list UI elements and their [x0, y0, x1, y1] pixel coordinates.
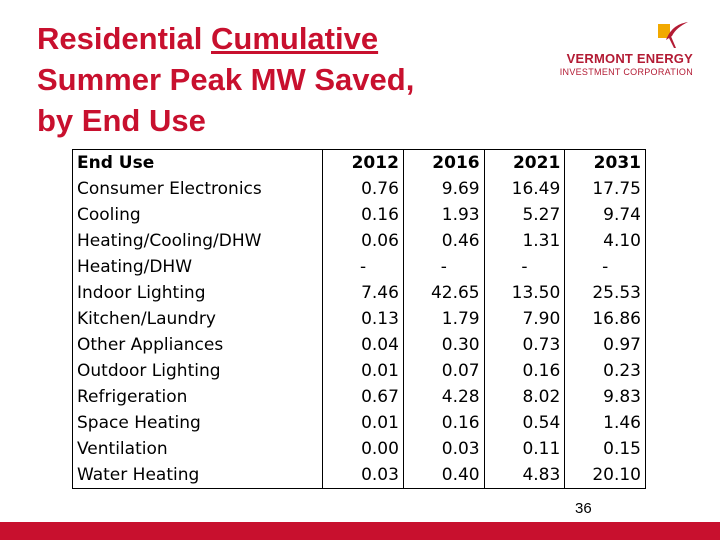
value-cell: 4.83: [483, 462, 566, 489]
value-cell: 16.86: [564, 306, 646, 332]
end-use-cell: Space Heating: [71, 410, 324, 436]
value-cell: 0.04: [322, 332, 404, 358]
value-cell: 17.75: [564, 176, 646, 202]
table-header-row: End Use 2012 2016 2021 2031: [71, 149, 646, 176]
value-cell: 0.97: [564, 332, 646, 358]
title-line-1: Residential Cumulative: [37, 18, 507, 59]
value-cell: 20.10: [564, 462, 646, 489]
table-row: Space Heating 0.01 0.16 0.54 1.46: [71, 410, 646, 436]
header-2016: 2016: [402, 149, 485, 176]
value-cell: 0.00: [322, 436, 404, 462]
end-use-cell: Consumer Electronics: [71, 176, 324, 202]
value-cell: 0.03: [402, 436, 485, 462]
title-line-1-text: Residential: [37, 21, 211, 56]
value-cell: 0.73: [483, 332, 566, 358]
end-use-cell: Indoor Lighting: [71, 280, 324, 306]
value-cell: 8.02: [483, 384, 566, 410]
end-use-cell: Ventilation: [71, 436, 324, 462]
end-use-table: End Use 2012 2016 2021 2031 Consumer Ele…: [71, 149, 646, 489]
value-cell: 9.83: [564, 384, 646, 410]
sun-logo-icon: [658, 22, 688, 48]
table-row: Kitchen/Laundry 0.13 1.79 7.90 16.86: [71, 306, 646, 332]
company-logo: VERMONT ENERGY INVESTMENT CORPORATION: [548, 18, 693, 80]
value-cell: 0.15: [564, 436, 646, 462]
value-cell: -: [564, 254, 646, 280]
value-cell: 4.28: [402, 384, 485, 410]
value-cell: 9.69: [402, 176, 485, 202]
table-row: Water Heating 0.03 0.40 4.83 20.10: [71, 462, 646, 489]
table-row: Cooling 0.16 1.93 5.27 9.74: [71, 202, 646, 228]
value-cell: 0.67: [322, 384, 404, 410]
end-use-cell: Outdoor Lighting: [71, 358, 324, 384]
value-cell: 0.16: [322, 202, 404, 228]
logo-name-text: VERMONT ENERGY: [566, 51, 693, 66]
table-row: Other Appliances 0.04 0.30 0.73 0.97: [71, 332, 646, 358]
title-line-2: Summer Peak MW Saved,: [37, 62, 415, 97]
value-cell: 25.53: [564, 280, 646, 306]
value-cell: 7.90: [483, 306, 566, 332]
table-row: Refrigeration 0.67 4.28 8.02 9.83: [71, 384, 646, 410]
value-cell: 1.31: [483, 228, 566, 254]
page-number: 36: [575, 500, 592, 517]
header-end-use: End Use: [71, 149, 324, 176]
value-cell: 16.49: [483, 176, 566, 202]
title-underlined-word: Cumulative: [211, 21, 379, 56]
table-row: Heating/Cooling/DHW 0.06 0.46 1.31 4.10: [71, 228, 646, 254]
value-cell: 0.16: [402, 410, 485, 436]
value-cell: 42.65: [402, 280, 485, 306]
logo-swoosh-mark: [666, 22, 688, 40]
title-line-3: by End Use: [37, 103, 206, 138]
value-cell: 1.79: [402, 306, 485, 332]
logo-sun-square: [658, 24, 670, 38]
value-cell: 0.11: [483, 436, 566, 462]
slide-title: Residential Cumulative Summer Peak MW Sa…: [37, 18, 507, 141]
logo-subtitle-text: INVESTMENT CORPORATION: [559, 67, 693, 77]
value-cell: 0.40: [402, 462, 485, 489]
value-cell: 13.50: [483, 280, 566, 306]
table-row: Indoor Lighting 7.46 42.65 13.50 25.53: [71, 280, 646, 306]
value-cell: 0.16: [483, 358, 566, 384]
end-use-cell: Refrigeration: [71, 384, 324, 410]
end-use-cell: Cooling: [71, 202, 324, 228]
value-cell: 5.27: [483, 202, 566, 228]
value-cell: -: [483, 254, 566, 280]
table-row: Ventilation 0.00 0.03 0.11 0.15: [71, 436, 646, 462]
header-2031: 2031: [564, 149, 646, 176]
value-cell: 4.10: [564, 228, 646, 254]
value-cell: 1.46: [564, 410, 646, 436]
value-cell: 0.01: [322, 358, 404, 384]
end-use-cell: Other Appliances: [71, 332, 324, 358]
value-cell: 0.30: [402, 332, 485, 358]
end-use-cell: Heating/Cooling/DHW: [71, 228, 324, 254]
value-cell: 1.93: [402, 202, 485, 228]
logo-swoosh-tail: [668, 34, 676, 48]
header-2012: 2012: [322, 149, 404, 176]
end-use-cell: Heating/DHW: [71, 254, 324, 280]
value-cell: 0.03: [322, 462, 404, 489]
value-cell: -: [402, 254, 485, 280]
value-cell: 7.46: [322, 280, 404, 306]
value-cell: 9.74: [564, 202, 646, 228]
value-cell: 0.54: [483, 410, 566, 436]
value-cell: 0.13: [322, 306, 404, 332]
end-use-cell: Water Heating: [71, 462, 324, 489]
table-row: Heating/DHW - - - -: [71, 254, 646, 280]
value-cell: 0.46: [402, 228, 485, 254]
end-use-cell: Kitchen/Laundry: [71, 306, 324, 332]
value-cell: 0.01: [322, 410, 404, 436]
value-cell: -: [322, 254, 404, 280]
value-cell: 0.06: [322, 228, 404, 254]
footer-accent-bar: [0, 522, 720, 540]
table-row: Outdoor Lighting 0.01 0.07 0.16 0.23: [71, 358, 646, 384]
header-2021: 2021: [483, 149, 566, 176]
table-row: Consumer Electronics 0.76 9.69 16.49 17.…: [71, 176, 646, 202]
value-cell: 0.07: [402, 358, 485, 384]
value-cell: 0.23: [564, 358, 646, 384]
value-cell: 0.76: [322, 176, 404, 202]
